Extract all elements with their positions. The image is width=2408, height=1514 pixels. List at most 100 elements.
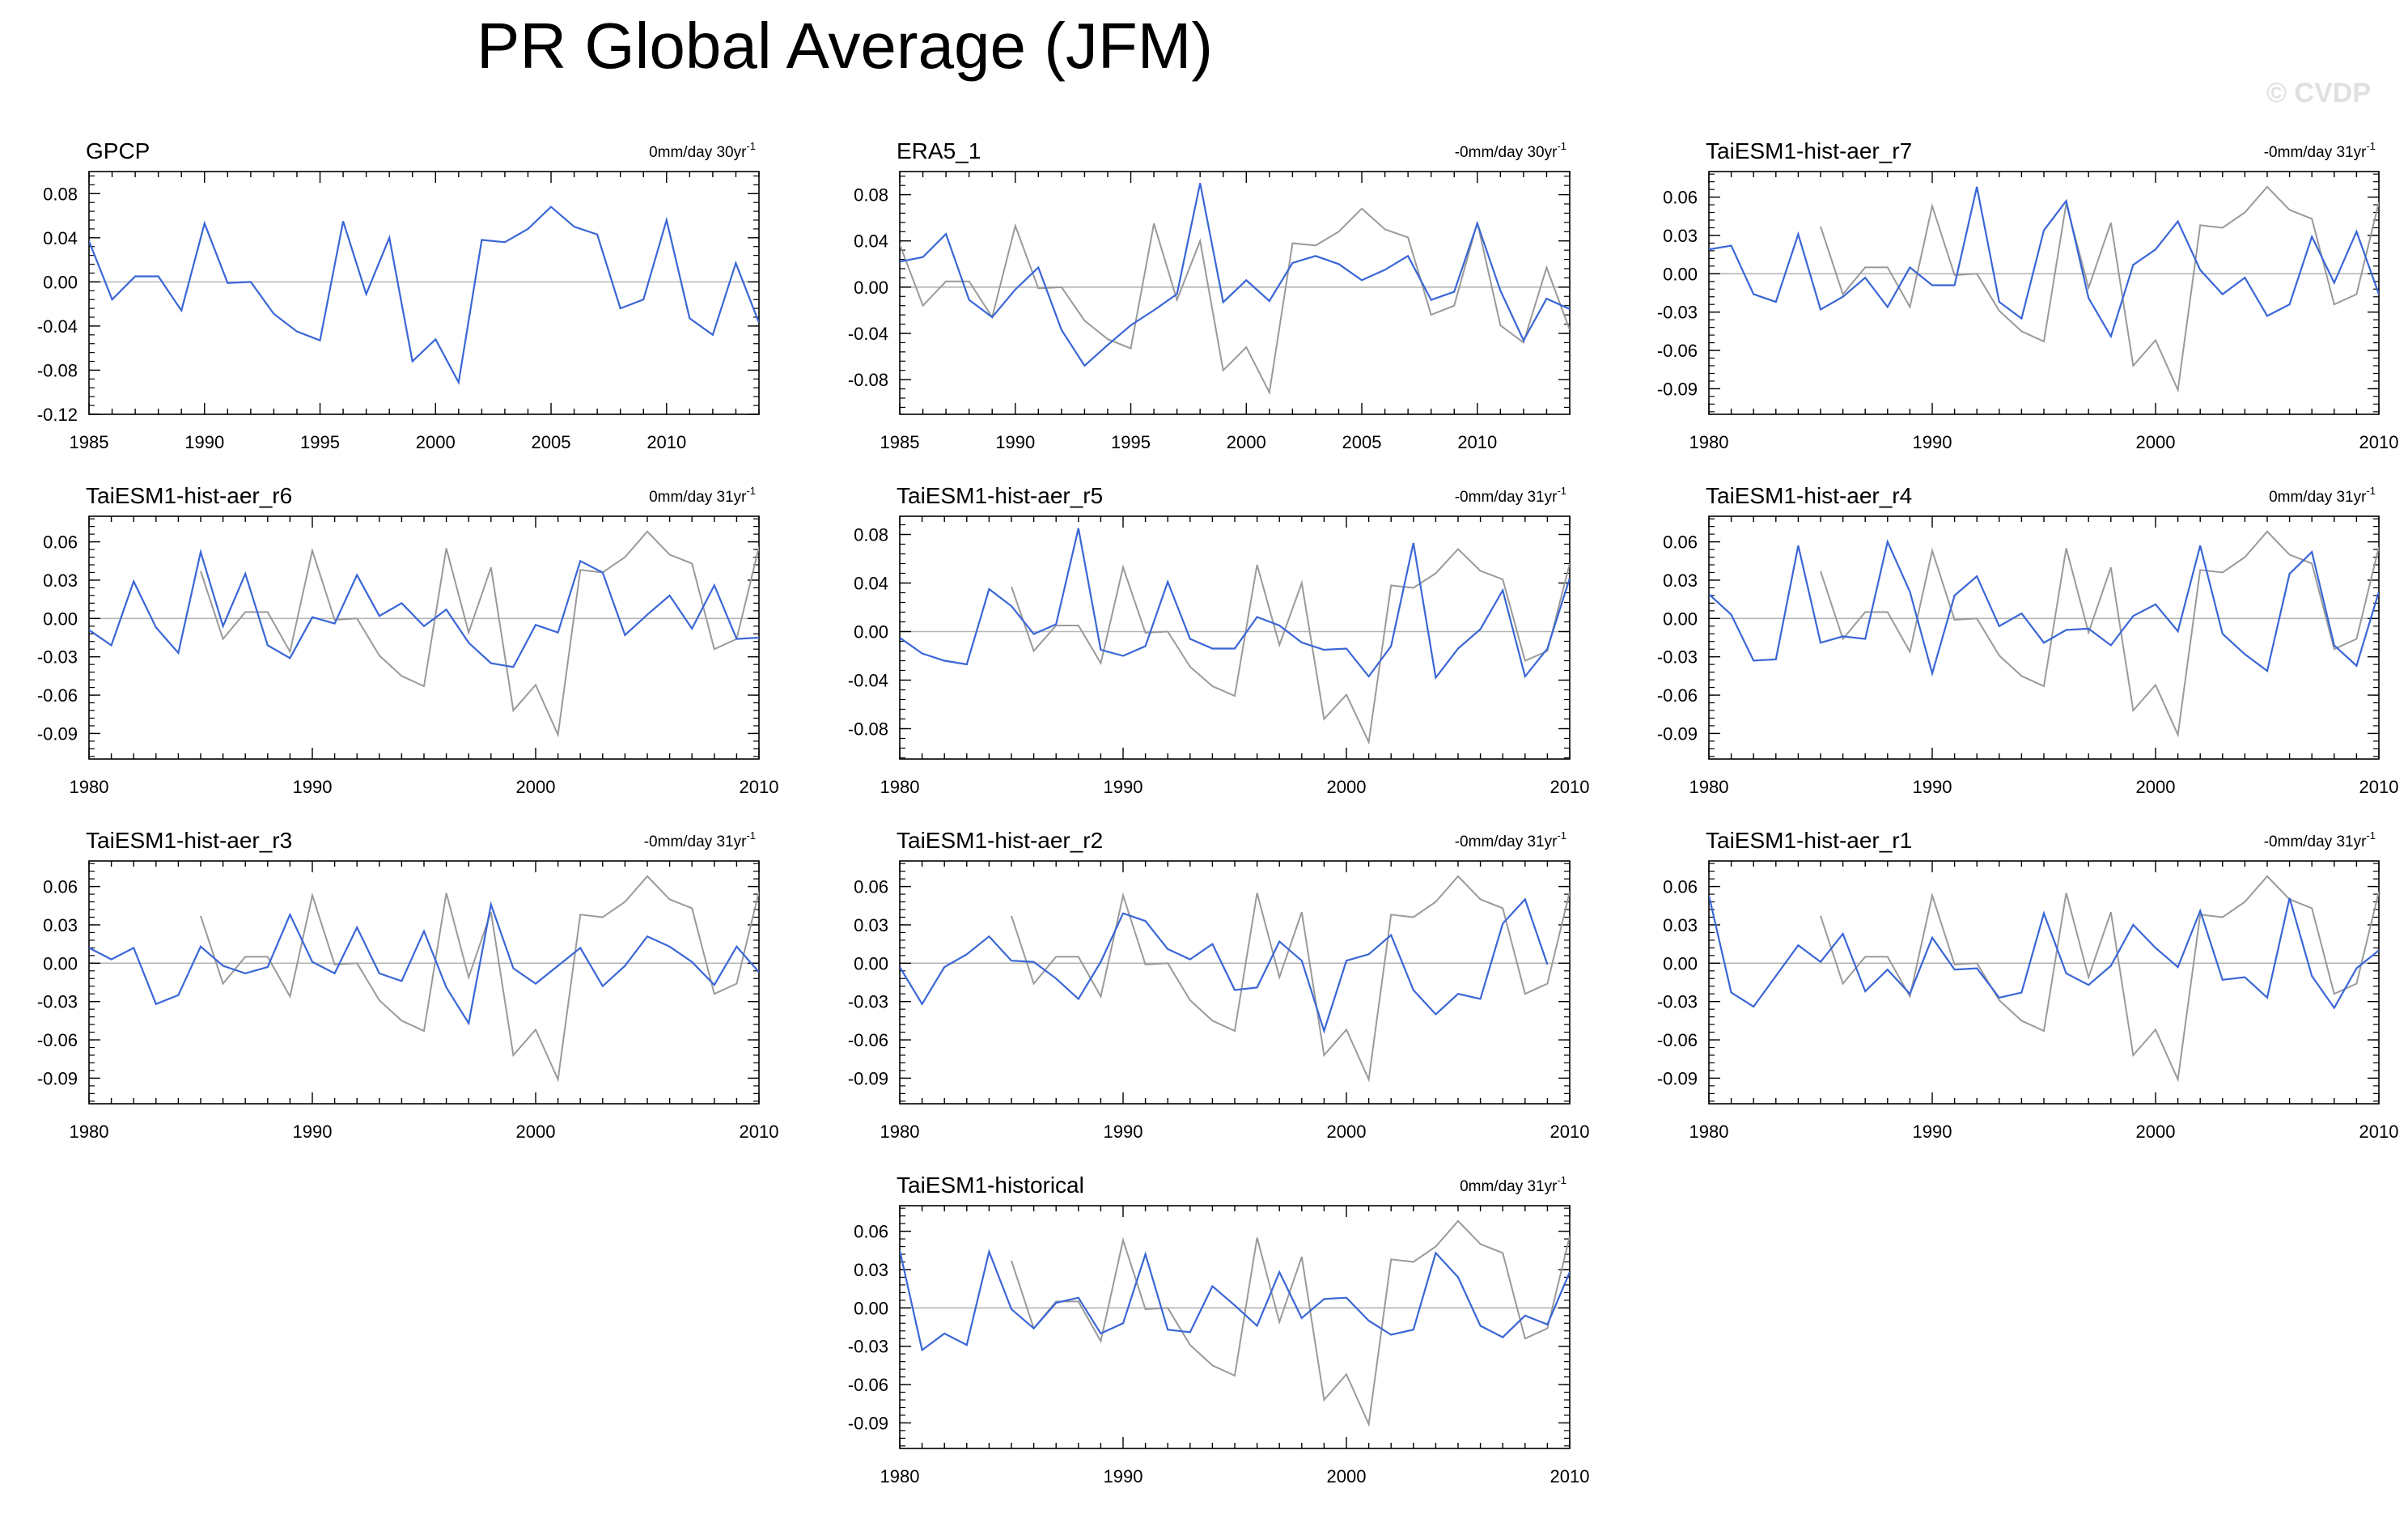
plot-frame (1708, 515, 2380, 760)
panel-2: 1985 1990 1995 2000 2005 2010 -0.08 -0.04 0.00 0.… (848, 138, 1571, 452)
trend-exponent: -1 (2366, 140, 2376, 152)
y-tick-label: -0.04 (848, 324, 888, 344)
y-tick-label: 0.06 (43, 877, 78, 897)
trend-exponent: -1 (746, 140, 756, 152)
trend-exponent: -1 (1557, 140, 1566, 152)
y-tick-label: 0.06 (1663, 532, 1698, 553)
trend-label: 0mm/day 31yr-1 (649, 485, 756, 506)
series-line (900, 183, 1570, 367)
trend-value: -0mm/day 31yr (1455, 833, 1558, 850)
series-group (900, 528, 1570, 745)
y-tick-label: -0.03 (1657, 992, 1698, 1012)
obs-reference-line (1011, 548, 1570, 745)
trend-label: 0mm/day 30yr-1 (649, 140, 756, 161)
panel-3: 1980 1990 2000 2010 -0.09 -0.06 -0.03 0.00 0.03 0… (1657, 138, 2399, 452)
y-tick-label: -0.04 (37, 316, 78, 337)
trend-label: 0mm/day 31yr-1 (1460, 1174, 1566, 1195)
panel-title: ERA5_1 (897, 138, 981, 163)
y-tick-label: -0.03 (37, 992, 78, 1012)
x-tick-label: 2010 (1550, 1466, 1590, 1486)
trend-label: -0mm/day 31yr-1 (644, 829, 756, 850)
trend-exponent: -1 (2366, 485, 2376, 497)
plot-frame (1708, 860, 2380, 1105)
figure-title: PR Global Average (JFM) (477, 10, 1213, 82)
y-tick-label: 0.00 (1663, 953, 1698, 973)
x-tick-label: 2010 (2359, 432, 2399, 452)
trend-label: -0mm/day 31yr-1 (2264, 140, 2376, 161)
plot-frame (88, 860, 760, 1105)
x-tick-label: 2000 (1227, 432, 1266, 452)
trend-label: 0mm/day 31yr-1 (2269, 485, 2376, 506)
series-line (900, 528, 1570, 681)
y-tick-label: -0.09 (848, 1068, 888, 1088)
obs-reference-line (1820, 875, 2379, 1083)
trend-value: -0mm/day 31yr (2264, 833, 2367, 850)
y-tick-label: 0.08 (854, 525, 888, 545)
x-tick-label: 1990 (1104, 777, 1143, 797)
x-tick-label: 1990 (293, 777, 333, 797)
plot-frame (88, 515, 760, 760)
y-tick-label: 0.00 (854, 1298, 888, 1318)
y-tick-label: -0.04 (848, 671, 888, 691)
y-tick-label: 0.03 (43, 915, 78, 935)
trend-exponent: -1 (2366, 829, 2376, 842)
trend-exponent: -1 (1557, 829, 1566, 842)
x-tick-label: 1985 (70, 432, 109, 452)
plot-frame (899, 1205, 1571, 1449)
series-group (89, 206, 759, 385)
y-tick-label: -0.08 (848, 370, 888, 390)
trend-value: -0mm/day 31yr (2264, 144, 2367, 161)
x-tick-label: 1990 (995, 432, 1035, 452)
y-tick-label: 0.06 (43, 532, 78, 553)
x-tick-label: 1980 (70, 777, 109, 797)
x-tick-label: 1995 (1111, 432, 1151, 452)
y-tick-label: -0.03 (848, 992, 888, 1012)
y-tick-label: 0.00 (854, 953, 888, 973)
x-tick-label: 1980 (1689, 777, 1729, 797)
trend-value: 0mm/day 31yr (2269, 489, 2367, 506)
obs-reference-line (900, 207, 1570, 396)
x-tick-label: 2000 (516, 777, 556, 797)
x-tick-label: 2000 (1327, 1122, 1367, 1142)
trend-label: -0mm/day 31yr-1 (1455, 485, 1566, 506)
x-tick-label: 1990 (1913, 777, 1952, 797)
y-tick-label: 0.03 (854, 1260, 888, 1280)
y-tick-label: -0.09 (1657, 723, 1698, 744)
y-tick-label: 0.00 (854, 622, 888, 642)
x-tick-label: 2000 (516, 1122, 556, 1142)
x-tick-label: 2010 (740, 777, 779, 797)
y-tick-label: 0.03 (854, 915, 888, 935)
y-tick-label: 0.08 (854, 185, 888, 206)
y-tick-label: -0.09 (848, 1413, 888, 1433)
obs-reference-line (1011, 875, 1570, 1083)
y-tick-label: 0.00 (854, 278, 888, 298)
panel-6: 1980 1990 2000 2010 -0.09 -0.06 -0.03 0.00 0.03 0… (1657, 483, 2399, 797)
trend-exponent: -1 (746, 485, 756, 497)
x-tick-label: 2000 (1327, 777, 1367, 797)
x-tick-label: 1985 (880, 432, 920, 452)
panel-title: GPCP (86, 138, 150, 163)
trend-exponent: -1 (746, 829, 756, 842)
y-tick-label: 0.00 (43, 609, 78, 629)
plot-frame (1708, 171, 2380, 415)
y-tick-label: -0.03 (848, 1337, 888, 1357)
panel-7: 1980 1990 2000 2010 -0.09 -0.06 -0.03 0.00 0.03 0… (37, 828, 779, 1142)
obs-reference-line (200, 530, 759, 738)
panel-9: 1980 1990 2000 2010 -0.09 -0.06 -0.03 0.00 0.03 0… (1657, 828, 2399, 1142)
y-tick-label: -0.06 (37, 1030, 78, 1050)
series-line (1709, 186, 2379, 339)
plot-frame (899, 860, 1571, 1105)
obs-reference-line (1820, 530, 2379, 738)
x-tick-label: 2010 (1550, 1122, 1590, 1142)
series-group (1709, 530, 2379, 738)
series-line (89, 548, 759, 668)
y-tick-label: 0.06 (854, 877, 888, 897)
y-tick-label: 0.00 (1663, 609, 1698, 629)
obs-reference-line (200, 875, 759, 1083)
x-tick-label: 1990 (184, 432, 224, 452)
y-tick-label: -0.08 (37, 360, 78, 380)
panel-title: TaiESM1-hist-aer_r6 (86, 483, 292, 508)
trend-label: -0mm/day 31yr-1 (2264, 829, 2376, 850)
trend-value: 0mm/day 31yr (649, 489, 747, 506)
panel-title: TaiESM1-hist-aer_r5 (897, 483, 1103, 508)
